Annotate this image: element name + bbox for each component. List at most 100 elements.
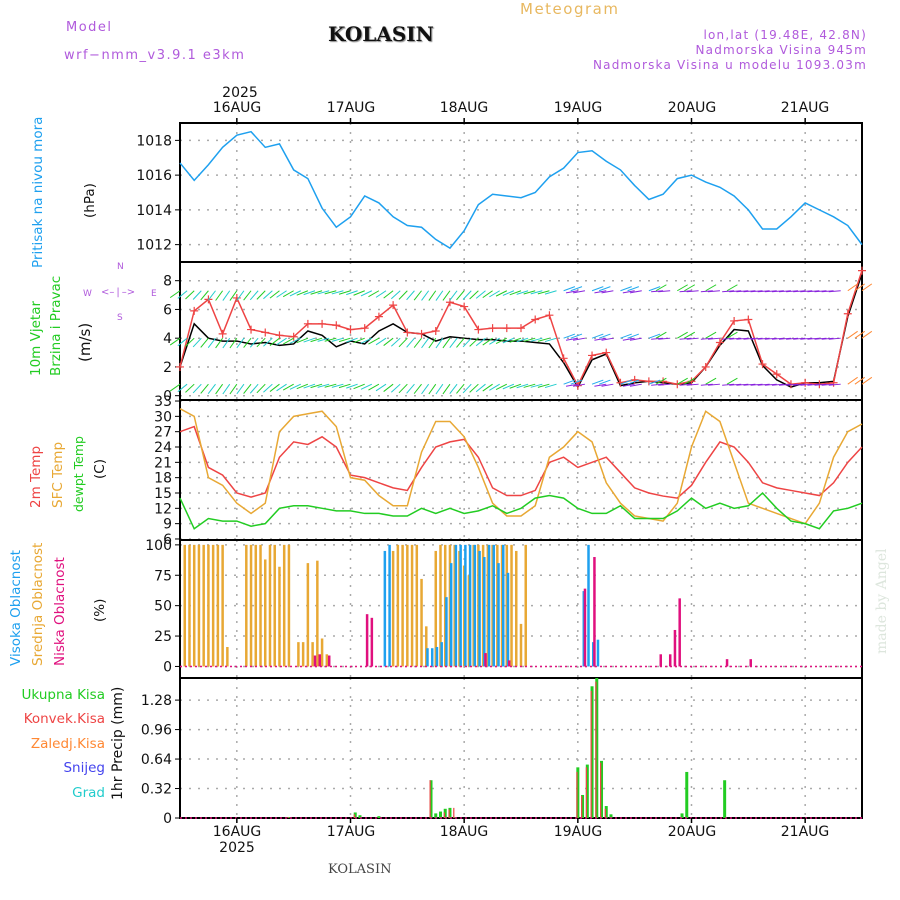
wind-arrow xyxy=(310,290,323,295)
wind-arrow xyxy=(192,383,202,394)
wind-arrow xyxy=(200,383,209,394)
y-tick-label: 75 xyxy=(154,568,172,584)
wind-arrow xyxy=(475,383,486,393)
wind-arrow xyxy=(263,290,273,300)
wind-arrow xyxy=(622,383,635,387)
bar-visoka-oblacnost xyxy=(383,550,387,667)
wind-arrow xyxy=(629,383,642,387)
wind-arrow xyxy=(655,331,667,339)
bar-visoka-oblacnost xyxy=(435,646,439,667)
wind-arrow xyxy=(793,290,806,293)
wind-arrow xyxy=(629,337,642,341)
y-tick-label: 0.64 xyxy=(141,752,172,768)
wind-arrow xyxy=(360,383,373,390)
model-elevation: Nadmorska Visina u modelu 1093.03m xyxy=(592,58,867,72)
wind-arrow xyxy=(707,337,720,340)
bar-ukupna-kisa xyxy=(377,816,381,818)
wind-arrow xyxy=(686,383,699,386)
y-tick-label: 27 xyxy=(154,425,172,441)
wind-arrow xyxy=(324,383,337,388)
wind-arrow xyxy=(406,383,415,394)
wind-arrow xyxy=(854,330,866,339)
bar-konvek-kisa xyxy=(429,780,431,818)
wind-arrow xyxy=(360,290,373,297)
wind-arrow xyxy=(743,337,756,340)
wind-arrow xyxy=(570,379,583,385)
bar-srednja-oblacnost xyxy=(396,544,400,667)
wind-arrow xyxy=(324,337,337,342)
bar-konvek-kisa xyxy=(287,817,289,818)
wind-arrow xyxy=(705,377,717,385)
wind-arrow xyxy=(207,383,216,395)
bar-niska-oblacnost xyxy=(725,659,729,667)
wind-arrow xyxy=(331,337,344,342)
bar-srednja-oblacnost xyxy=(221,544,224,667)
wind-arrow xyxy=(489,337,500,345)
wind-arrow xyxy=(456,383,465,394)
wind-arrow xyxy=(390,337,401,347)
gust-marker xyxy=(218,329,227,338)
wind-arrow xyxy=(847,283,858,292)
wind-arrow xyxy=(743,290,756,293)
wind-arrow xyxy=(677,331,688,339)
gust-marker xyxy=(772,370,781,379)
y-tick-label: 0 xyxy=(163,389,172,405)
gust-marker xyxy=(232,293,241,302)
panel-frame xyxy=(179,399,863,541)
wind-arrow xyxy=(222,337,231,349)
wind-arrow xyxy=(729,337,742,340)
wind-arrow xyxy=(601,337,614,341)
wind-arrow xyxy=(620,333,632,339)
wind-arrow xyxy=(800,383,813,386)
wind-arrow xyxy=(722,383,735,386)
bar-srednja-oblacnost xyxy=(306,563,310,667)
wind-arrow xyxy=(338,383,351,389)
wind-arrow xyxy=(368,290,380,298)
wind-arrow xyxy=(296,383,309,390)
wind-arrow xyxy=(679,337,692,340)
wind-arrow xyxy=(229,337,238,349)
wind-arrow xyxy=(269,383,280,392)
wind-arrow xyxy=(346,383,358,389)
day-label-bottom: 18AUG xyxy=(439,824,489,840)
wind-arrow xyxy=(296,290,309,296)
bar-niska-oblacnost xyxy=(507,660,511,667)
gust-marker xyxy=(517,324,525,333)
bar-visoka-oblacnost xyxy=(473,544,477,667)
wind-arrow xyxy=(814,290,827,293)
bar-ukupna-kisa xyxy=(358,815,362,818)
bar-ukupna-kisa xyxy=(453,817,457,818)
day-label-bottom: 19AUG xyxy=(553,824,603,840)
wind-arrow xyxy=(243,383,252,394)
wind-arrow xyxy=(375,290,387,298)
bar-srednja-oblacnost xyxy=(183,544,186,667)
wind-arrow xyxy=(658,337,671,340)
wind-arrow xyxy=(398,383,408,394)
compass-west: W xyxy=(83,289,92,299)
wind-arrow xyxy=(591,333,604,339)
wind-arrow xyxy=(601,290,614,294)
wind-arrow xyxy=(269,337,280,346)
day-label-top: 18AUG xyxy=(439,100,489,116)
wind-arrow xyxy=(495,290,508,297)
wind-arrow xyxy=(375,337,387,346)
wind-arrow xyxy=(200,337,209,348)
gust-marker xyxy=(360,324,369,333)
day-label-top: 20AUG xyxy=(667,100,717,116)
series-line-2m-temp xyxy=(179,425,863,499)
wind-arrow xyxy=(428,290,437,301)
bar-konvek-kisa xyxy=(576,771,578,818)
bar-srednja-oblacnost xyxy=(406,544,409,667)
gust-marker xyxy=(858,266,866,275)
wind-arrow xyxy=(679,383,692,386)
wind-arrow xyxy=(736,383,749,386)
wind-arrow xyxy=(177,290,188,299)
wind-arrow xyxy=(778,383,792,386)
wind-arrow xyxy=(573,383,586,387)
wind-arrow xyxy=(537,337,550,342)
wind-arrow xyxy=(177,383,188,393)
wind-arrow xyxy=(383,383,394,392)
wind-arrow xyxy=(243,290,252,301)
wind-arrow xyxy=(601,383,614,387)
wind-arrow xyxy=(456,290,465,301)
